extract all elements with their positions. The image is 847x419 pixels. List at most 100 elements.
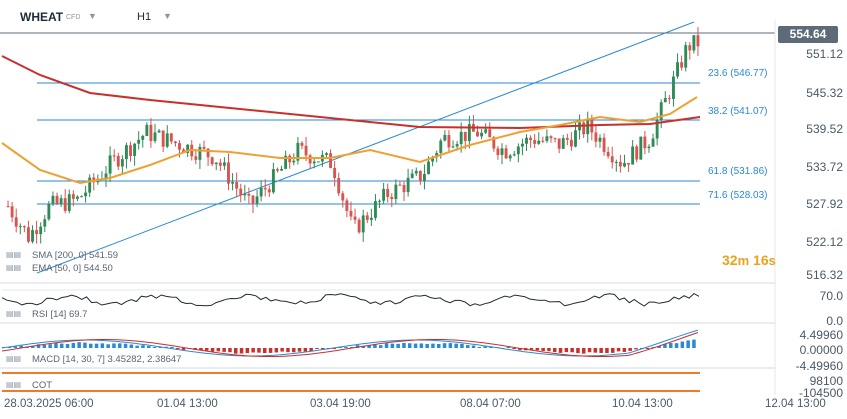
- macd-histogram-bar: [228, 348, 232, 353]
- timeframe-dropdown-icon[interactable]: ▼: [163, 11, 172, 21]
- candle-body: [455, 144, 459, 147]
- instrument-dropdown-icon[interactable]: ▼: [88, 11, 97, 21]
- candle-body: [133, 143, 137, 156]
- current-price-tag: 554.64: [778, 26, 838, 43]
- macd-legend: MACD [14, 30, 7] 3.45282, 2.38647: [32, 354, 182, 365]
- candle-body: [284, 155, 288, 169]
- candle-body: [439, 140, 443, 153]
- candle-body: [459, 131, 463, 145]
- macd-histogram-bar: [547, 348, 551, 352]
- indicator-settings-icon[interactable]: ▤▤: [6, 309, 22, 318]
- candle-body: [108, 155, 112, 174]
- trend-line: [36, 21, 695, 274]
- candle-body: [614, 161, 618, 163]
- candle-body: [463, 131, 467, 142]
- macd-histogram-bar: [141, 345, 145, 348]
- macd-histogram-bar: [448, 343, 453, 348]
- macd-histogram-bar: [384, 343, 389, 348]
- macd-histogram-bar: [222, 348, 226, 352]
- cot-axis-label: 98100: [809, 374, 843, 388]
- macd-histogram-bar: [89, 343, 93, 348]
- macd-histogram-bar: [367, 344, 371, 348]
- macd-axis-label: -4.49960: [795, 359, 843, 373]
- candle-body: [386, 188, 390, 198]
- candle-body: [623, 163, 626, 167]
- candle-body: [525, 137, 528, 144]
- macd-histogram-bar: [315, 348, 319, 349]
- candle-body: [627, 163, 630, 165]
- macd-histogram-bar: [292, 348, 296, 353]
- candle-body: [71, 194, 75, 199]
- candle-body: [692, 35, 696, 51]
- fib-level-label: 61.8 (531.86): [708, 166, 768, 177]
- candle-body: [431, 157, 435, 162]
- macd-histogram-bar: [431, 343, 435, 348]
- candle-body: [288, 155, 292, 163]
- candle-body: [680, 62, 684, 68]
- macd-histogram-bar: [564, 348, 569, 353]
- macd-histogram-bar: [553, 348, 557, 352]
- candle-body: [488, 129, 492, 138]
- macd-histogram-bar: [199, 348, 203, 351]
- candle-body: [157, 130, 161, 133]
- macd-histogram-bar: [106, 344, 110, 348]
- candle-body: [280, 168, 283, 171]
- candle-body: [194, 156, 198, 160]
- candle-body: [186, 144, 190, 153]
- macd-histogram-bar: [280, 348, 284, 352]
- candle-body: [423, 174, 426, 182]
- indicator-settings-icon[interactable]: ▤▤: [6, 250, 22, 259]
- candle-body: [484, 129, 488, 133]
- time-axis-label: 28.03.2025 06:00: [4, 398, 94, 410]
- indicator-settings-icon[interactable]: ▤▤: [6, 354, 22, 363]
- macd-histogram-bar: [645, 348, 650, 349]
- candle-body: [210, 157, 214, 165]
- candle-body: [239, 188, 243, 196]
- candle-body: [480, 132, 484, 137]
- macd-histogram-bar: [541, 348, 545, 351]
- macd-histogram-bar: [245, 348, 250, 354]
- candle-body: [276, 169, 279, 171]
- time-axis-label: 12.04 13:00: [765, 398, 826, 410]
- chart-toolbar: WHEAT CFD ▼ H1 ▼: [0, 0, 847, 34]
- candle-body: [341, 193, 345, 201]
- timeframe-selector[interactable]: H1: [137, 11, 152, 23]
- candle-body: [504, 148, 508, 159]
- candle-body: [402, 185, 406, 193]
- candle-body: [263, 187, 267, 190]
- candle-body: [304, 145, 308, 156]
- fib-level-label: 38.2 (541.07): [708, 106, 768, 117]
- macd-histogram-bar: [42, 344, 47, 348]
- macd-signal-line: [1, 332, 699, 357]
- candle-body: [271, 169, 275, 193]
- macd-histogram-bar: [674, 343, 679, 348]
- candle-body: [365, 215, 369, 220]
- macd-histogram-bar: [338, 347, 342, 348]
- candle-body: [574, 130, 577, 147]
- macd-histogram-bar: [355, 345, 360, 348]
- candle-body: [88, 177, 92, 193]
- macd-histogram-bar: [65, 343, 70, 348]
- ema50-legend: EMA [50, 0] 544.50: [32, 263, 113, 274]
- candle-body: [382, 188, 386, 201]
- candle-body: [561, 138, 565, 149]
- macd-axis-label: 4.49960: [799, 328, 843, 342]
- candle-body: [533, 140, 537, 144]
- candle-body: [676, 62, 679, 77]
- macd-histogram-bar: [344, 347, 348, 348]
- candle-body: [27, 227, 30, 242]
- candle-body: [684, 45, 688, 68]
- macd-axis-label: 0.00000: [799, 343, 843, 357]
- candle-body: [651, 138, 655, 147]
- indicator-settings-icon[interactable]: ▤▤: [6, 263, 22, 272]
- macd-histogram-bar: [593, 348, 598, 353]
- instrument-symbol[interactable]: WHEAT: [20, 10, 64, 24]
- macd-histogram-bar: [31, 346, 35, 348]
- candle-body: [198, 146, 202, 160]
- sma200-legend: SMA [200, 0] 541.59: [32, 250, 119, 261]
- candle-body: [337, 178, 341, 194]
- indicator-settings-icon[interactable]: ▤▤: [6, 380, 22, 389]
- candle-body: [345, 200, 349, 211]
